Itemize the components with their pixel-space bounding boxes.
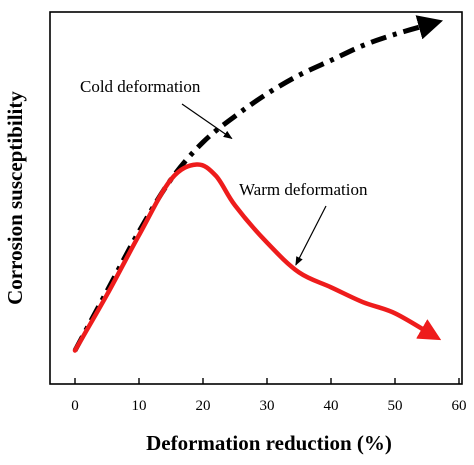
x-tick-label: 60 bbox=[452, 398, 467, 414]
series-warm-deformation bbox=[72, 162, 442, 353]
annotation-pointer-warm bbox=[295, 205, 327, 266]
y-axis-title: Corrosion susceptibility bbox=[3, 91, 27, 305]
x-tick-label: 0 bbox=[71, 398, 79, 414]
annotation-pointer-cold bbox=[181, 103, 233, 139]
x-ticks bbox=[74, 378, 460, 384]
x-axis-title: Deformation reduction (%) bbox=[146, 431, 392, 455]
x-tick-label: 40 bbox=[324, 398, 339, 414]
plot-frame bbox=[49, 11, 463, 385]
x-tick-label: 20 bbox=[196, 398, 211, 414]
x-tick-label: 50 bbox=[388, 398, 403, 414]
x-tick-label: 30 bbox=[260, 398, 275, 414]
x-tick-labels: 0 10 20 30 40 50 60 bbox=[71, 398, 466, 414]
annotation-cold-deformation: Cold deformation bbox=[80, 77, 201, 96]
annotation-warm-deformation: Warm deformation bbox=[239, 180, 368, 199]
x-tick-label: 10 bbox=[132, 398, 147, 414]
